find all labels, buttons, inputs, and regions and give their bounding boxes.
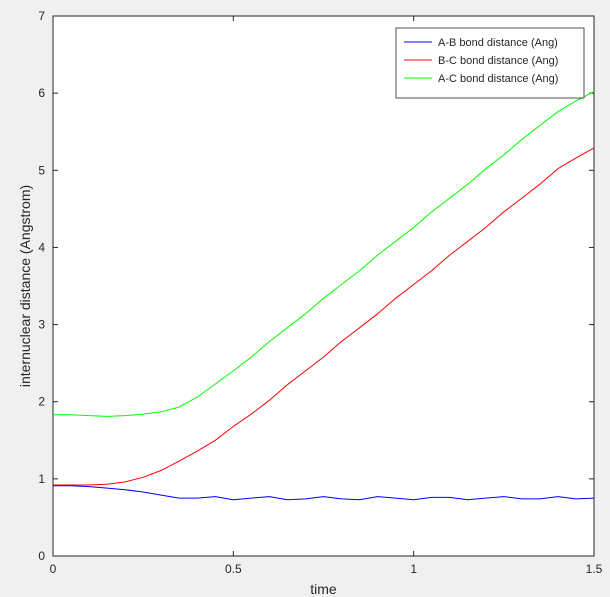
legend: A-B bond distance (Ang) B-C bond distance…: [395, 27, 585, 99]
y-tick-label: 4: [38, 240, 45, 254]
legend-entry: A-B bond distance (Ang): [438, 37, 558, 49]
x-tick-label: 0: [50, 562, 57, 576]
y-tick-label: 7: [38, 9, 45, 23]
x-tick-label: 1: [410, 562, 417, 576]
x-axis-title: time: [310, 581, 337, 597]
y-tick-label: 2: [38, 395, 45, 409]
y-tick-label: 3: [38, 318, 45, 332]
series-layer: [53, 91, 595, 501]
x-axis: 0 0.5 1 1.5: [50, 16, 603, 576]
series-line-1: [53, 485, 595, 501]
series-line-3: [53, 91, 595, 417]
y-tick-label: 6: [38, 86, 45, 100]
y-tick-label: 5: [38, 163, 45, 177]
series-line-2: [53, 147, 595, 486]
y-axis: 0 1 2 3 4 5 6 7: [38, 9, 594, 563]
y-tick-label: 0: [38, 549, 45, 563]
x-tick-label: 1.5: [586, 562, 603, 576]
plot-area: [52, 15, 595, 557]
x-tick-label: 0.5: [225, 562, 242, 576]
y-axis-title: internuclear distance (Angstrom): [17, 185, 33, 387]
legend-entry: B-C bond distance (Ang): [438, 55, 558, 67]
legend-entry: A-C bond distance (Ang): [438, 73, 558, 85]
legend-box: [395, 27, 585, 99]
y-tick-label: 1: [38, 472, 45, 486]
